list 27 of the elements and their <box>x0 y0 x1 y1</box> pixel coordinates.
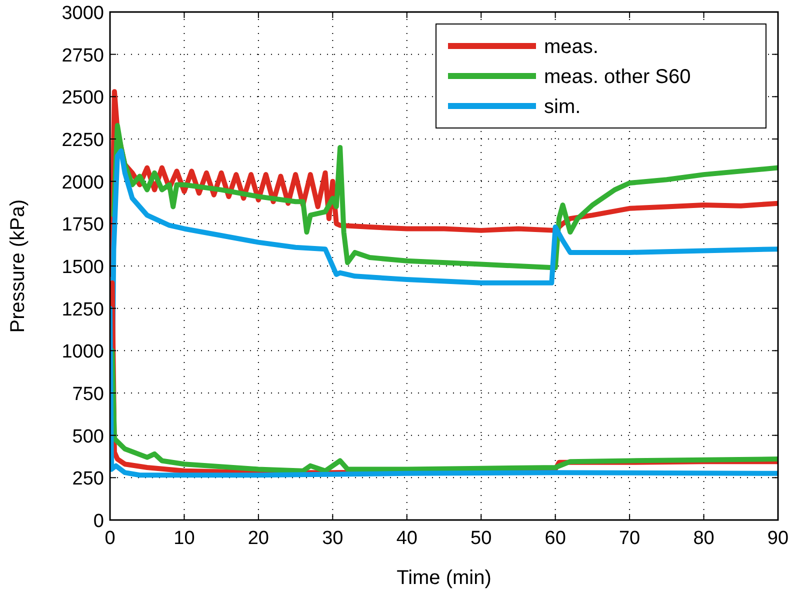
y-tick-label: 500 <box>72 426 104 448</box>
y-tick-label: 1250 <box>62 299 104 320</box>
x-tick-label: 50 <box>470 528 492 549</box>
y-tick-label: 1500 <box>62 257 104 278</box>
legend-label: meas. other S60 <box>544 66 691 88</box>
y-tick-label: 2000 <box>62 172 104 194</box>
x-tick-label: 90 <box>767 528 789 549</box>
legend-label: sim. <box>544 96 581 118</box>
y-tick-label: 750 <box>72 384 104 405</box>
x-tick-label: 40 <box>396 528 418 549</box>
y-tick-label: 3000 <box>62 3 104 24</box>
x-tick-label: 60 <box>544 528 566 549</box>
y-tick-label: 2750 <box>62 45 104 66</box>
x-tick-label: 20 <box>248 528 270 549</box>
y-tick-label: 1000 <box>62 342 104 363</box>
y-tick-label: 2250 <box>62 130 104 151</box>
x-tick-label: 10 <box>174 528 195 549</box>
x-tick-label: 80 <box>693 528 714 549</box>
x-tick-label: 70 <box>618 528 640 549</box>
y-tick-label: 250 <box>72 468 104 490</box>
y-tick-label: 1750 <box>62 214 104 236</box>
y-tick-label: 2500 <box>62 88 104 109</box>
legend-label: meas. <box>544 36 598 58</box>
y-tick-label: 0 <box>93 511 104 532</box>
y-axis-title: Pressure (kPa) <box>7 199 29 333</box>
x-tick-label: 30 <box>322 528 344 549</box>
x-axis-title: Time (min) <box>396 567 492 589</box>
